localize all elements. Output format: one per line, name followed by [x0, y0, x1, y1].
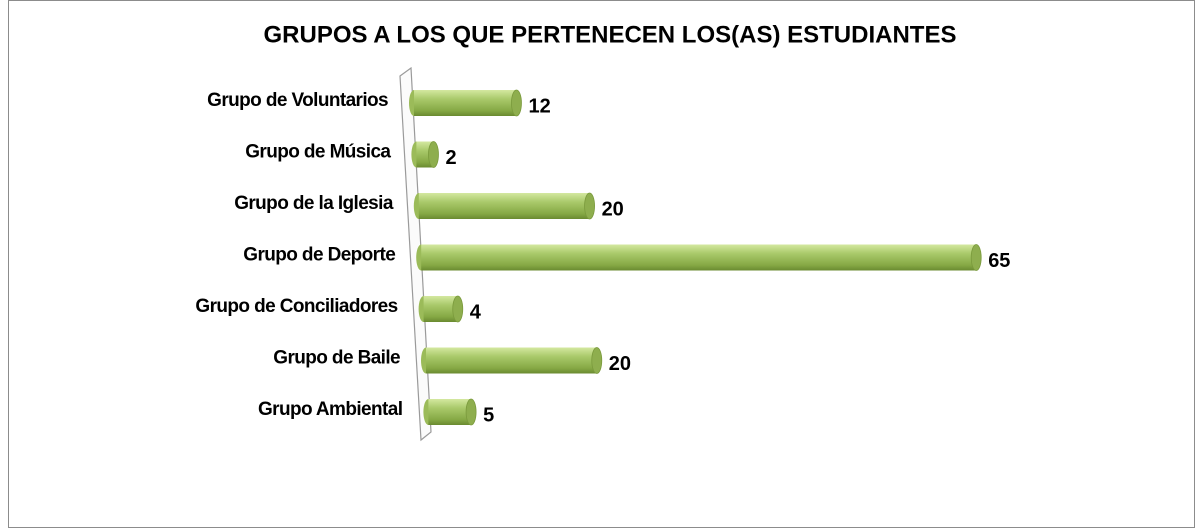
- bar: [414, 90, 517, 116]
- bar-cap: [465, 398, 477, 426]
- data-label: 20: [602, 198, 624, 220]
- bar-cap: [584, 192, 595, 220]
- y-tick-label: Grupo de la Iglesia: [234, 193, 394, 214]
- y-tick-label: Grupo de Baile: [273, 348, 400, 369]
- chart-title: GRUPOS A LOS QUE PERTENECEN LOS(AS) ESTU…: [264, 21, 957, 48]
- bar-cap: [970, 244, 982, 271]
- bar: [426, 347, 597, 374]
- y-tick-label: Grupo de Deporte: [243, 245, 395, 266]
- data-label: 20: [609, 353, 631, 375]
- bar: [418, 193, 590, 219]
- data-label: 65: [988, 250, 1010, 272]
- bar: [423, 296, 458, 322]
- bar-cap: [452, 295, 464, 323]
- axis-wall: [399, 66, 432, 442]
- bar: [428, 399, 472, 425]
- data-label: 12: [528, 95, 550, 117]
- bar-cap: [591, 347, 603, 374]
- y-tick-label: Grupo de Conciliadores: [195, 296, 397, 317]
- data-label: 5: [483, 404, 494, 426]
- data-label: 4: [470, 301, 482, 323]
- bar: [421, 244, 977, 271]
- data-label: 2: [445, 147, 456, 169]
- y-tick-label: Grupo de Música: [245, 142, 391, 163]
- bar-cap: [511, 89, 522, 117]
- y-tick-label: Grupo de Voluntarios: [207, 90, 388, 111]
- y-tick-label: Grupo Ambiental: [258, 399, 402, 420]
- bar-cap: [428, 141, 439, 168]
